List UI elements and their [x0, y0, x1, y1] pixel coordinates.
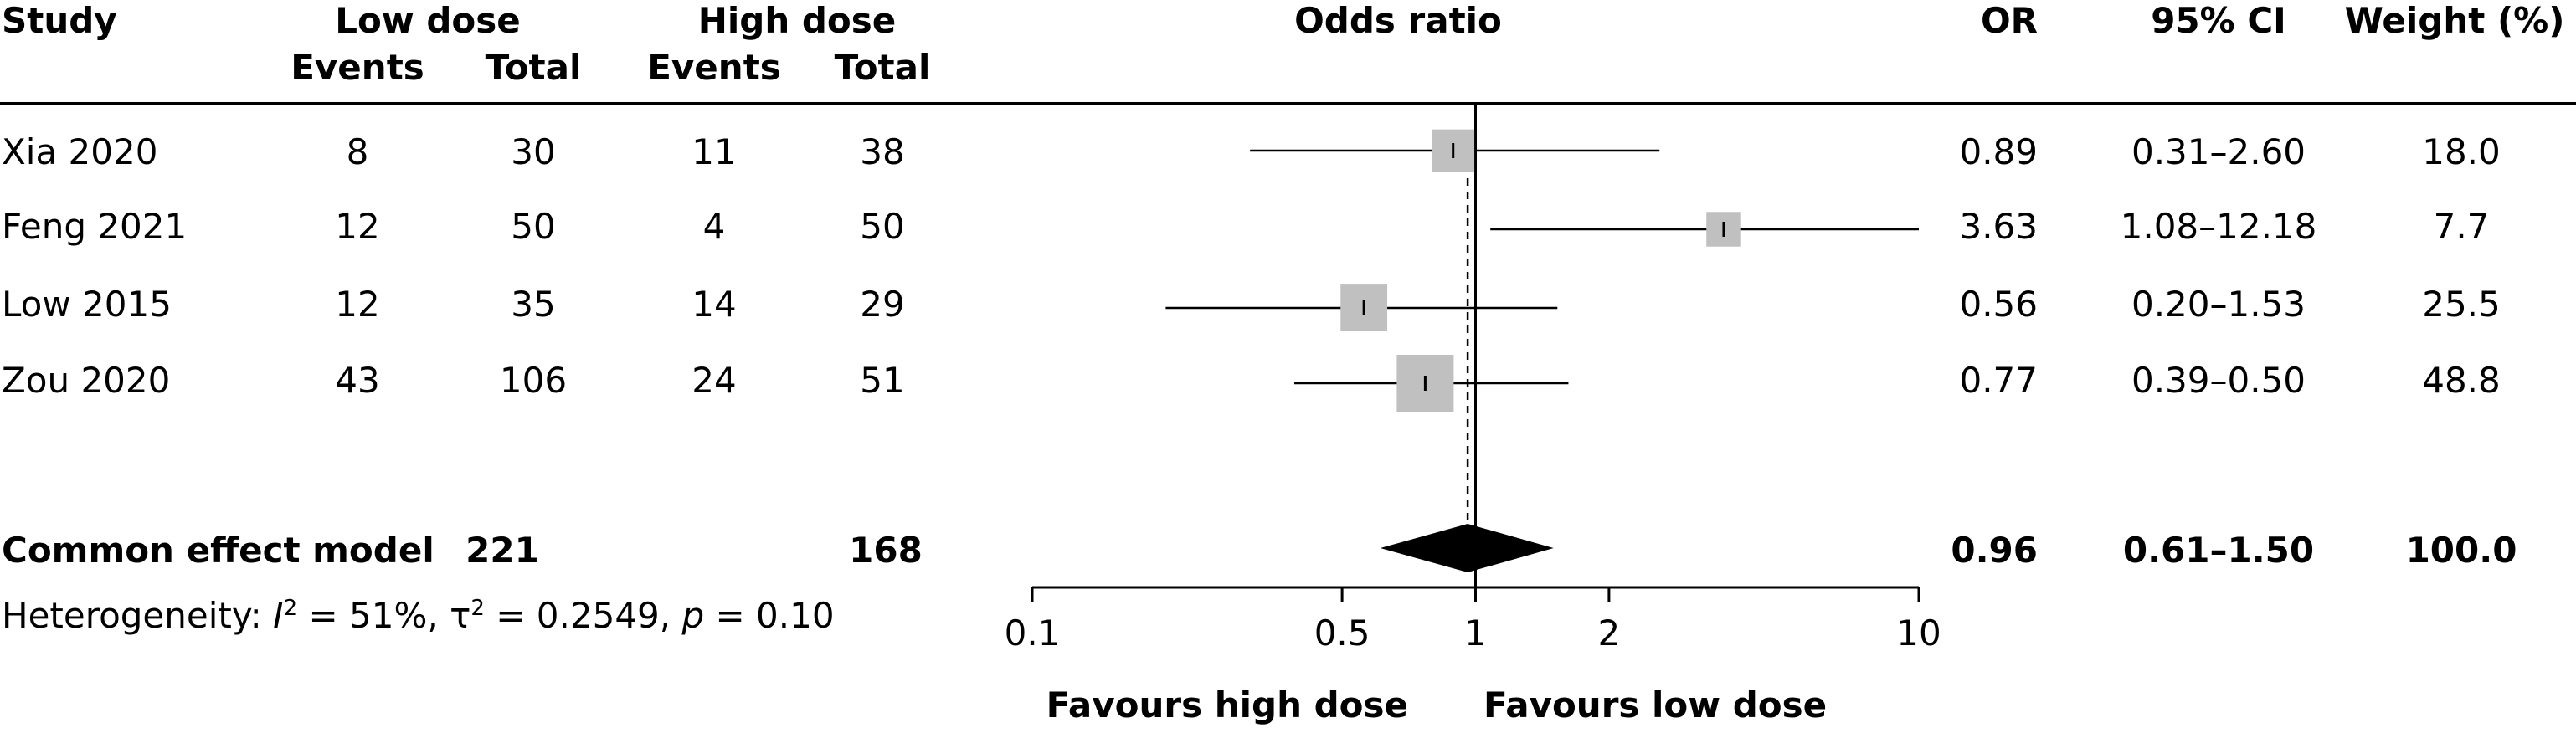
het-prefix: Heterogeneity: [2, 595, 274, 636]
header-high-dose: High dose [697, 0, 897, 41]
row-high-total: 51 [860, 360, 905, 401]
row-study: Low 2015 [2, 284, 172, 325]
x-tick-label: 10 [1896, 613, 1941, 654]
row-weight: 48.8 [2422, 360, 2501, 401]
header-divider [0, 102, 2576, 105]
row-weight: 18.0 [2422, 131, 2501, 172]
het-tau-sup: 2 [470, 596, 485, 621]
row-ci: 0.31–2.60 [2131, 131, 2306, 172]
row-high-total: 50 [860, 206, 905, 247]
row-or: 0.89 [1959, 131, 2038, 172]
row-or: 3.63 [1959, 206, 2038, 247]
row-low-events: 43 [335, 360, 380, 401]
row-study: Xia 2020 [2, 131, 158, 172]
header-low-total: Total [485, 47, 582, 88]
row-low-total: 35 [511, 284, 556, 325]
favours-low-label: Favours low dose [1483, 684, 1828, 725]
row-high-total: 29 [860, 284, 905, 325]
row-high-events: 4 [702, 206, 726, 247]
summary-label: Common effect model [2, 530, 434, 571]
summary-high-total: 168 [849, 530, 923, 571]
het-p-rest: = 0.10 [704, 595, 835, 636]
het-i-sup: 2 [283, 596, 298, 621]
row-or: 0.56 [1959, 284, 2038, 325]
row-study: Zou 2020 [2, 360, 171, 401]
row-low-total: 106 [499, 360, 568, 401]
header-study: Study [2, 0, 117, 41]
header-ci: 95% CI [2151, 0, 2286, 41]
row-ci: 1.08–12.18 [2120, 206, 2317, 247]
het-i-letter: I [273, 595, 284, 636]
header-weight: Weight (%) [2344, 0, 2565, 41]
header-high-total: Total [834, 47, 931, 88]
header-or: OR [1980, 0, 2038, 41]
row-high-events: 14 [692, 284, 737, 325]
x-tick-label: 1 [1464, 613, 1487, 654]
row-study: Feng 2021 [2, 206, 188, 247]
header-low-dose: Low dose [335, 0, 521, 41]
row-low-events: 8 [346, 131, 369, 172]
het-p-letter: p [681, 595, 705, 636]
x-tick-label: 0.1 [1005, 613, 1061, 654]
row-weight: 7.7 [2433, 206, 2490, 247]
favours-high-label: Favours high dose [1046, 684, 1408, 725]
het-i-rest: = 51%, [297, 595, 450, 636]
pooled-diamond [1380, 524, 1554, 572]
row-low-total: 50 [511, 206, 556, 247]
summary-low-total: 221 [465, 530, 539, 571]
row-weight: 25.5 [2422, 284, 2501, 325]
row-high-events: 24 [692, 360, 737, 401]
row-low-events: 12 [335, 206, 380, 247]
summary-weight: 100.0 [2405, 530, 2517, 571]
row-high-total: 38 [860, 131, 905, 172]
row-or: 0.77 [1959, 360, 2038, 401]
header-low-events: Events [291, 47, 424, 88]
heterogeneity-text: Heterogeneity: I2 = 51%, τ2 = 0.2549, p … [2, 597, 835, 633]
row-low-events: 12 [335, 284, 380, 325]
het-tau-rest: = 0.2549, [484, 595, 682, 636]
header-high-events: Events [647, 47, 781, 88]
row-low-total: 30 [511, 131, 556, 172]
x-tick-label: 2 [1598, 613, 1621, 654]
row-ci: 0.20–1.53 [2131, 284, 2306, 325]
summary-or: 0.96 [1951, 530, 2038, 571]
row-high-events: 11 [692, 131, 737, 172]
row-ci: 0.39–0.50 [2131, 360, 2306, 401]
x-tick-label: 0.5 [1314, 613, 1370, 654]
header-odds-ratio: Odds ratio [1294, 0, 1502, 41]
summary-ci: 0.61–1.50 [2122, 530, 2315, 571]
het-tau: τ [450, 595, 471, 636]
